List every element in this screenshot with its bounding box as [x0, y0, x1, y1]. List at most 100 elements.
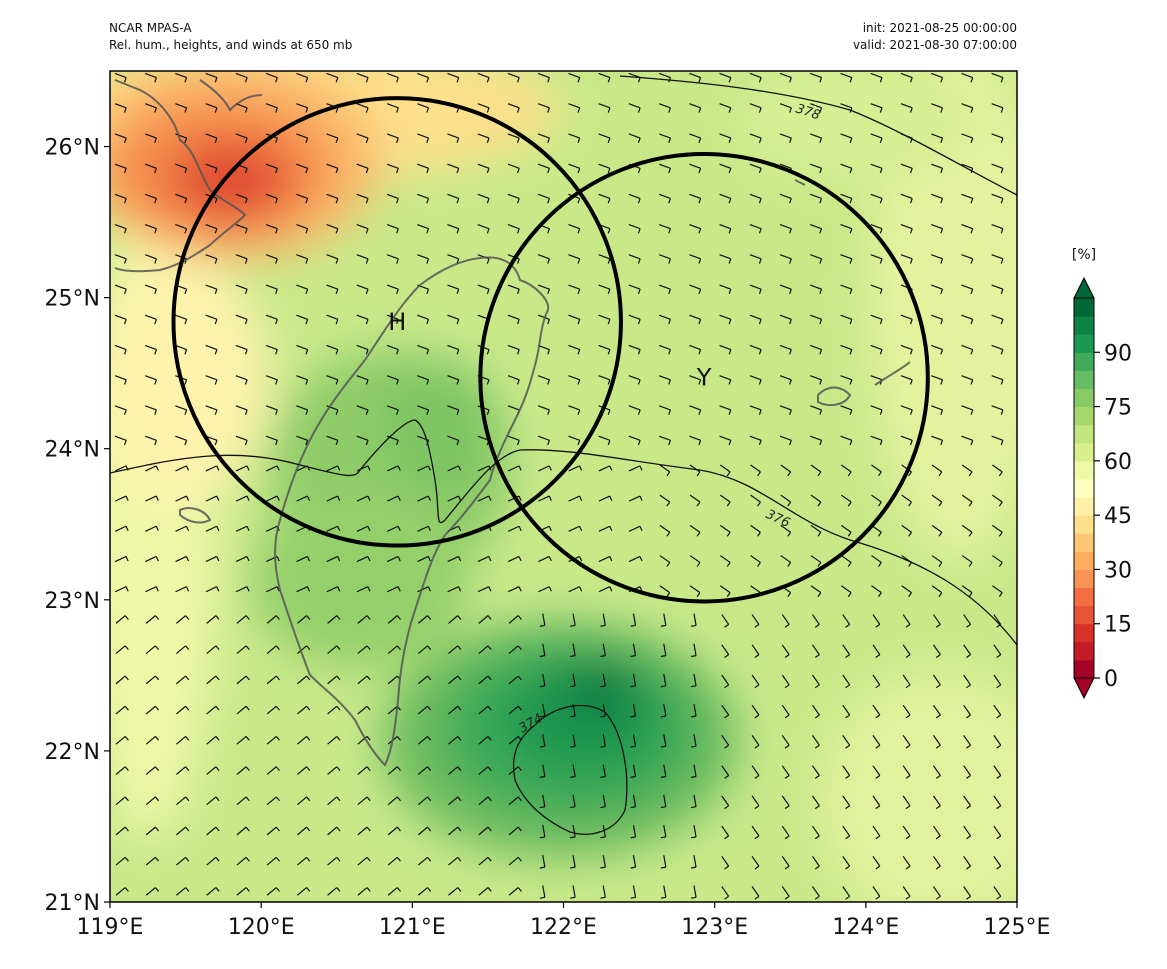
wind-barb: [992, 524, 1003, 537]
wind-barb: [326, 555, 341, 563]
wind-barb: [600, 764, 606, 778]
wind-barb: [145, 887, 160, 896]
wind-barb: [749, 72, 762, 83]
wind-barb: [508, 796, 522, 806]
wind-barb: [205, 405, 218, 415]
field-description: Rel. hum., heights, and winds at 650 mb: [109, 38, 353, 52]
wind-barb: [840, 375, 853, 385]
wind-barb: [660, 613, 667, 627]
wind-barb: [963, 825, 972, 840]
valid-time: valid: 2021-08-30 07:00:00: [852, 38, 1017, 52]
wind-barb: [810, 133, 823, 143]
wind-barb: [235, 465, 250, 472]
wind-barb: [327, 675, 341, 685]
wind-barb: [266, 796, 280, 806]
wind-barb: [357, 645, 371, 655]
wind-barb: [931, 133, 944, 143]
colorbar-segment: [1074, 659, 1094, 679]
wind-barb: [114, 223, 127, 234]
wind-barb: [779, 223, 792, 234]
wind-barb: [539, 643, 546, 658]
wind-barb: [810, 555, 822, 567]
wind-barb: [961, 405, 974, 415]
wind-barb: [205, 72, 218, 83]
wind-barb: [630, 824, 637, 839]
wind-barb: [749, 254, 762, 264]
wind-barb: [296, 314, 309, 325]
wind-barb: [872, 795, 881, 810]
wind-barb: [266, 615, 280, 624]
lat-tick-label: 22°N: [45, 740, 100, 765]
wind-barb: [387, 495, 401, 502]
wind-barb: [206, 796, 220, 806]
wind-barb: [447, 72, 460, 83]
wind-barb: [356, 465, 371, 472]
wind-barb: [660, 734, 667, 748]
wind-barb: [537, 435, 551, 446]
wind-barb: [961, 435, 974, 446]
wind-barb: [144, 133, 158, 143]
wind-barb: [539, 613, 546, 627]
wind-barb: [356, 103, 369, 113]
wind-barb: [507, 223, 520, 234]
wind-barb: [114, 525, 129, 532]
wind-barb: [114, 314, 127, 325]
wind-barb: [175, 163, 188, 174]
wind-barb: [570, 613, 576, 627]
wind-barb: [175, 586, 190, 593]
wind-barb: [961, 133, 974, 143]
model-name: NCAR MPAS-A: [109, 21, 192, 35]
wind-barb: [176, 675, 190, 685]
wind-barb: [598, 465, 613, 472]
wind-barb: [961, 223, 974, 234]
wind-barb: [568, 375, 581, 385]
wind-barb: [751, 674, 760, 689]
wind-barb: [719, 435, 732, 446]
wind-barb: [236, 615, 250, 624]
wind-barb: [931, 163, 944, 174]
wind-barb: [719, 585, 731, 598]
wind-barb: [691, 855, 697, 869]
wind-barb: [508, 645, 522, 655]
wind-barb: [568, 525, 583, 532]
wind-barb: [477, 223, 490, 234]
wind-barb: [689, 585, 701, 598]
wind-barb: [145, 586, 159, 593]
wind-barb: [357, 675, 371, 685]
wind-barb: [811, 886, 820, 900]
wind-barb: [447, 586, 462, 593]
wind-barb: [265, 405, 278, 415]
wind-barb: [235, 495, 250, 502]
wind-barb: [205, 254, 218, 264]
wind-barb: [508, 675, 522, 685]
wind-barb: [296, 586, 311, 593]
wind-barb: [537, 405, 551, 415]
wind-barb: [447, 133, 460, 143]
wind-barb: [991, 133, 1004, 143]
wind-barb: [448, 675, 462, 685]
wind-barb: [114, 405, 127, 415]
wind-barb: [719, 193, 732, 204]
wind-barb: [600, 855, 606, 869]
wind-barb: [537, 344, 551, 355]
wind-barb: [993, 825, 1002, 840]
wind-barb: [205, 375, 218, 385]
wind-barb: [842, 855, 851, 870]
lon-tick-label: 120°E: [228, 915, 295, 940]
wind-barb: [115, 735, 129, 745]
wind-barb: [265, 254, 278, 264]
wind-barb: [386, 344, 399, 355]
wind-barb: [508, 826, 522, 836]
wind-barb: [235, 525, 250, 532]
wind-barb: [477, 586, 492, 593]
wind-barb: [356, 495, 371, 502]
wind-barb: [570, 673, 576, 688]
wind-barb: [963, 886, 972, 900]
wind-barb: [598, 284, 611, 295]
wind-barb: [568, 103, 581, 113]
wind-barb: [900, 254, 913, 264]
wind-barb: [448, 826, 462, 836]
wind-barb: [963, 674, 972, 689]
wind-barb: [660, 673, 667, 688]
wind-barb: [659, 464, 671, 477]
